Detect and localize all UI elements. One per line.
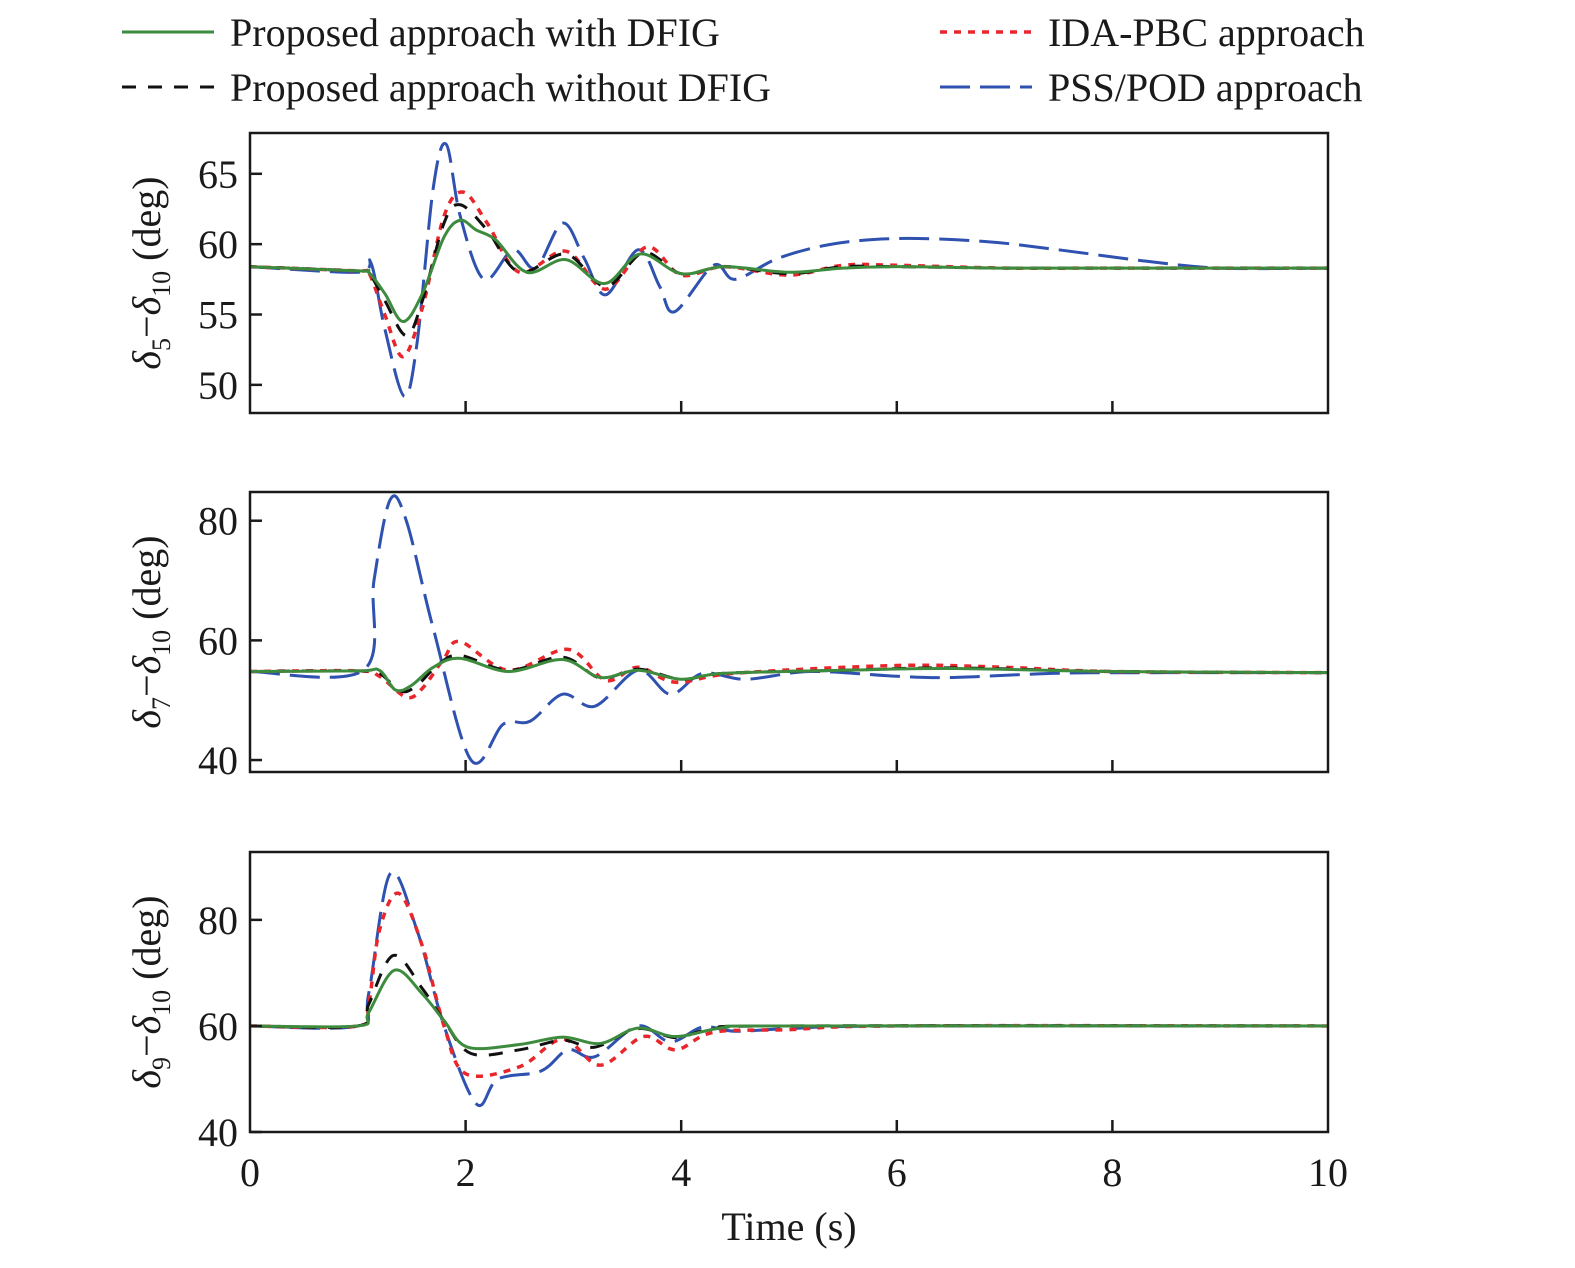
x-tick-label: 0 [240,1150,260,1195]
label-part: (deg) [124,895,169,989]
series-group [250,494,1328,765]
series-line-ida-pbc-approach [250,891,1328,1079]
y-tick-label: 60 [198,222,238,267]
series-line-pss-pod-approach [250,494,1328,765]
y-tick-label: 60 [198,618,238,663]
x-tick-label: 10 [1308,1150,1348,1195]
y-tick-label: 80 [198,499,238,544]
y-tick-label: 55 [198,293,238,338]
label-part: δ [124,295,169,315]
subscript: 10 [147,990,176,1016]
series-line-proposed-approach-with-dfig [250,968,1328,1051]
legend-label: IDA-PBC approach [1048,10,1365,55]
label-part: (deg) [124,176,169,270]
label-part: δ [124,709,169,729]
label-part: − [124,674,169,697]
y-tick-label: 40 [198,1110,238,1155]
x-tick-label: 4 [671,1150,691,1195]
series-line-proposed-approach-without-dfig [250,953,1328,1057]
label-part: δ [124,1014,169,1034]
plot-frame [248,131,1330,415]
series-line-pss-pod-approach [250,870,1328,1108]
y-tick-label: 60 [198,1004,238,1049]
subscript: 10 [147,271,176,297]
series-line-proposed-approach-without-dfig [250,203,1328,338]
series-group [250,141,1328,398]
legend-label: PSS/POD approach [1048,65,1362,110]
y-tick-label: 40 [198,738,238,783]
series-group [250,870,1328,1108]
label-part: δ [124,654,169,674]
label-part: − [124,315,169,338]
y-axis-title: δ5−δ10 (deg) [124,176,176,369]
legend: Proposed approach with DFIG IDA-PBC appro… [122,10,1365,110]
series-line-ida-pbc-approach [250,190,1328,359]
legend-label: Proposed approach without DFIG [230,65,771,110]
label-part: − [124,1034,169,1057]
legend-entry: PSS/POD approach [940,65,1362,110]
legend-entry: Proposed approach without DFIG [122,65,771,110]
y-tick-label: 65 [198,152,238,197]
y-axis-title: δ7−δ10 (deg) [124,535,176,728]
subscript: 7 [147,697,176,710]
subscript: 5 [147,338,176,351]
y-tick-label: 50 [198,363,238,408]
series-line-proposed-approach-with-dfig [250,218,1328,324]
x-tick-label: 6 [887,1150,907,1195]
x-tick-label: 8 [1102,1150,1122,1195]
label-part: δ [124,350,169,370]
x-axis-title: Time (s) [721,1204,856,1249]
series-line-ida-pbc-approach [250,639,1328,700]
label-part: δ [124,1069,169,1089]
series-line-pss-pod-approach [250,141,1328,398]
legend-entry: IDA-PBC approach [940,10,1365,55]
plot-frame [248,490,1330,774]
series-line-proposed-approach-with-dfig [250,656,1328,693]
legend-label: Proposed approach with DFIG [230,10,720,55]
subscript: 9 [147,1057,176,1070]
y-tick-label: 80 [198,898,238,943]
y-axis-title: δ9−δ10 (deg) [124,895,176,1088]
x-tick-label: 2 [456,1150,476,1195]
subscript: 10 [147,630,176,656]
label-part: (deg) [124,535,169,629]
plot-frame [248,850,1330,1134]
legend-entry: Proposed approach with DFIG [122,10,720,55]
